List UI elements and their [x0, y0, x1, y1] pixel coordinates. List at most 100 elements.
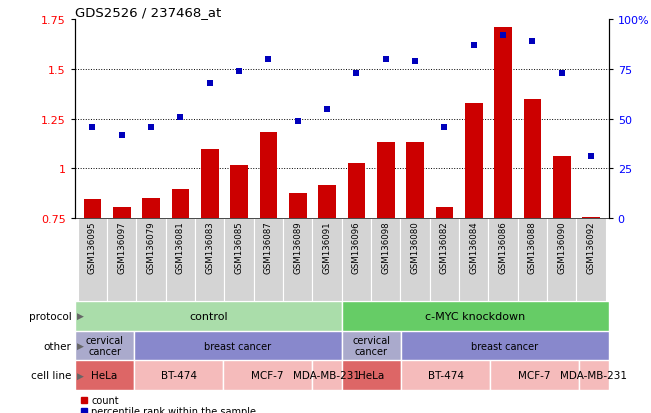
Point — [381, 57, 391, 63]
Bar — [223, 361, 312, 390]
Bar — [318, 186, 336, 218]
Bar — [401, 361, 490, 390]
Text: MCF-7: MCF-7 — [518, 370, 551, 380]
Bar — [523, 100, 541, 218]
Text: GSM136089: GSM136089 — [294, 221, 302, 273]
Bar — [230, 166, 248, 218]
Text: BT-474: BT-474 — [161, 370, 197, 380]
Point — [586, 154, 596, 160]
Text: ▶: ▶ — [77, 311, 83, 320]
Bar — [436, 208, 453, 218]
Text: GSM136091: GSM136091 — [323, 221, 331, 273]
Bar — [371, 218, 400, 301]
Text: GSM136097: GSM136097 — [117, 221, 126, 273]
Point — [527, 39, 538, 45]
Bar — [283, 218, 312, 301]
Bar — [576, 218, 605, 301]
Bar — [342, 218, 371, 301]
Bar — [459, 218, 488, 301]
Bar — [84, 199, 102, 218]
Bar — [289, 194, 307, 218]
Bar — [134, 331, 342, 361]
Text: BT-474: BT-474 — [428, 370, 464, 380]
Bar — [195, 218, 225, 301]
Bar — [579, 361, 609, 390]
Bar — [494, 28, 512, 218]
Point — [469, 43, 479, 49]
Text: GSM136092: GSM136092 — [587, 221, 596, 273]
Bar — [201, 150, 219, 218]
Bar — [518, 218, 547, 301]
Legend: count, percentile rank within the sample: count, percentile rank within the sample — [79, 395, 256, 413]
Text: cervical
cancer: cervical cancer — [352, 335, 391, 356]
Point — [146, 124, 156, 131]
Bar — [400, 218, 430, 301]
Text: GSM136081: GSM136081 — [176, 221, 185, 273]
Text: GDS2526 / 237468_at: GDS2526 / 237468_at — [75, 6, 221, 19]
Point — [234, 69, 244, 75]
Text: GSM136086: GSM136086 — [499, 221, 508, 273]
Text: GSM136087: GSM136087 — [264, 221, 273, 273]
Bar — [254, 218, 283, 301]
Bar — [465, 104, 482, 218]
Point — [87, 124, 98, 131]
Text: MDA-MB-231: MDA-MB-231 — [294, 370, 361, 380]
Bar — [143, 198, 160, 218]
Text: GSM136079: GSM136079 — [146, 221, 156, 273]
Text: protocol: protocol — [29, 311, 72, 321]
Bar — [490, 361, 579, 390]
Bar — [430, 218, 459, 301]
Bar — [260, 132, 277, 218]
Bar — [401, 331, 609, 361]
Bar — [312, 361, 342, 390]
Bar — [406, 143, 424, 218]
Bar — [113, 208, 131, 218]
Text: GSM136096: GSM136096 — [352, 221, 361, 273]
Text: MCF-7: MCF-7 — [251, 370, 284, 380]
Point — [263, 57, 273, 63]
Bar — [75, 301, 342, 331]
Point — [498, 33, 508, 39]
Bar — [166, 218, 195, 301]
Text: GSM136085: GSM136085 — [234, 221, 243, 273]
Text: GSM136095: GSM136095 — [88, 221, 97, 273]
Text: ▶: ▶ — [77, 371, 83, 380]
Text: GSM136082: GSM136082 — [440, 221, 449, 273]
Point — [292, 118, 303, 125]
Bar — [75, 361, 134, 390]
Bar — [342, 331, 401, 361]
Text: HeLa: HeLa — [358, 370, 385, 380]
Text: GSM136083: GSM136083 — [205, 221, 214, 273]
Text: HeLa: HeLa — [91, 370, 118, 380]
Text: GSM136090: GSM136090 — [557, 221, 566, 273]
Text: other: other — [44, 341, 72, 351]
Bar — [78, 218, 107, 301]
Bar — [137, 218, 166, 301]
Text: GSM136080: GSM136080 — [411, 221, 420, 273]
Text: cell line: cell line — [31, 370, 72, 380]
Text: control: control — [189, 311, 228, 321]
Point — [352, 71, 362, 77]
Point — [557, 71, 567, 77]
Point — [175, 114, 186, 121]
Bar — [75, 331, 134, 361]
Text: breast cancer: breast cancer — [471, 341, 538, 351]
Bar — [312, 218, 342, 301]
Point — [204, 81, 215, 87]
Text: GSM136098: GSM136098 — [381, 221, 390, 273]
Bar — [172, 190, 189, 218]
Point — [410, 59, 421, 65]
Point — [322, 106, 332, 113]
Bar — [348, 164, 365, 218]
Point — [117, 132, 127, 138]
Text: MDA-MB-231: MDA-MB-231 — [561, 370, 628, 380]
Bar — [342, 301, 609, 331]
Bar — [225, 218, 254, 301]
Bar — [342, 361, 401, 390]
Bar — [547, 218, 576, 301]
Text: cervical
cancer: cervical cancer — [85, 335, 124, 356]
Text: ▶: ▶ — [77, 341, 83, 350]
Bar — [377, 143, 395, 218]
Text: c-MYC knockdown: c-MYC knockdown — [425, 311, 525, 321]
Point — [439, 124, 450, 131]
